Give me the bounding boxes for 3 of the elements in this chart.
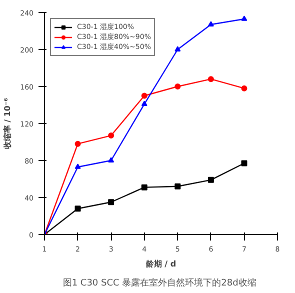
- y-axis-title: 收缩率 / 10⁻⁶: [2, 97, 12, 150]
- text: 图1 C30 SCC 暴露在室外自然环境下的28d收缩: [62, 278, 256, 288]
- x-axis-title: 龄期 / d: [144, 260, 176, 268]
